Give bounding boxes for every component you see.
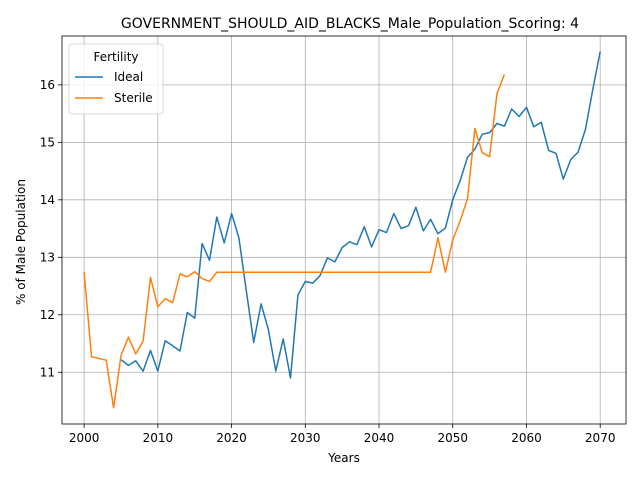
series-line-ideal (120, 51, 601, 379)
legend-box (68, 43, 164, 115)
legend: Fertility Ideal Sterile (68, 43, 164, 115)
x-tick-label: 2040 (364, 431, 395, 445)
y-axis: 11 12 13 14 15 16 (40, 78, 62, 379)
x-tick-label: 2010 (143, 431, 174, 445)
y-tick-label: 13 (40, 250, 55, 264)
x-tick-label: 2020 (216, 431, 247, 445)
chart-title: GOVERNMENT_SHOULD_AID_BLACKS_Male_Popula… (121, 16, 579, 32)
legend-title: Fertility (93, 50, 138, 64)
y-tick-label: 14 (40, 193, 55, 207)
x-tick-label: 2060 (511, 431, 542, 445)
plot-frame (61, 35, 627, 425)
y-tick-label: 12 (40, 308, 55, 322)
y-axis-label: % of Male Population (14, 179, 28, 305)
series-line-sterile (83, 74, 506, 409)
legend-label-sterile: Sterile (114, 91, 153, 105)
x-tick-label: 2000 (69, 431, 100, 445)
x-tick-label: 2070 (585, 431, 616, 445)
x-axis: 2000 2010 2020 2030 2040 2050 2060 2070 (69, 424, 616, 445)
y-tick-label: 11 (40, 365, 55, 379)
series-lines (83, 51, 601, 409)
x-tick-label: 2050 (437, 431, 468, 445)
x-axis-label: Years (327, 451, 360, 465)
legend-label-ideal: Ideal (114, 70, 143, 84)
y-tick-label: 16 (40, 78, 55, 92)
x-tick-label: 2030 (290, 431, 321, 445)
y-tick-label: 15 (40, 135, 55, 149)
